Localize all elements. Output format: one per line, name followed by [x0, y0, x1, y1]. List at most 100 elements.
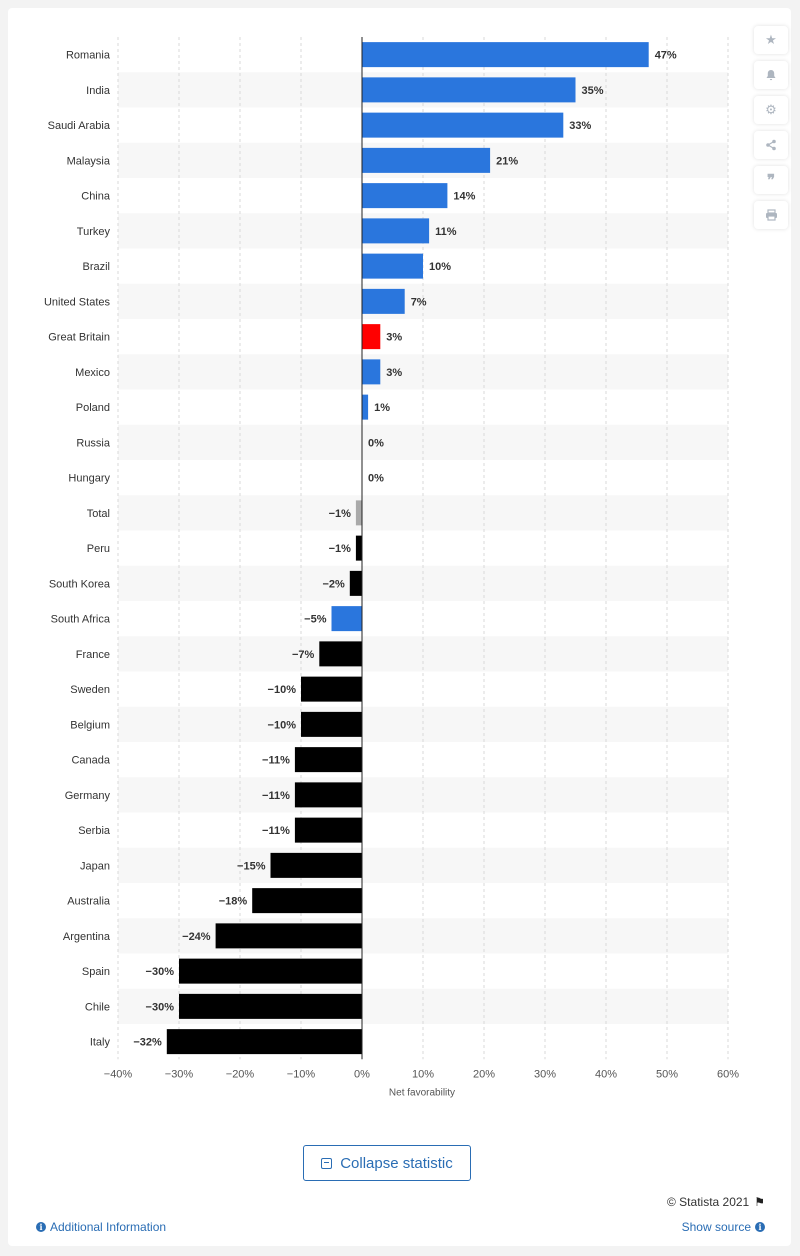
- data-label: −32%: [133, 1037, 162, 1049]
- category-label: Chile: [85, 1001, 110, 1013]
- info-icon: i: [755, 1222, 765, 1232]
- bar[interactable]: [355, 500, 362, 526]
- data-label: −10%: [268, 719, 297, 731]
- data-label: −1%: [329, 543, 352, 555]
- bar[interactable]: [179, 958, 362, 984]
- x-tick-label: 20%: [473, 1068, 495, 1080]
- category-label: South Africa: [51, 614, 111, 626]
- x-tick-label: −40%: [104, 1068, 133, 1080]
- x-axis-title: Net favorability: [389, 1087, 455, 1098]
- bar[interactable]: [362, 288, 405, 314]
- bar[interactable]: [294, 817, 362, 843]
- row-band: [118, 424, 728, 460]
- category-label: United States: [44, 296, 111, 308]
- data-label: 3%: [386, 332, 402, 344]
- category-label: Canada: [71, 755, 110, 767]
- star-icon[interactable]: ★: [754, 26, 788, 54]
- data-label: −11%: [262, 790, 290, 802]
- category-label: Italy: [90, 1037, 111, 1049]
- bar[interactable]: [362, 218, 430, 244]
- x-tick-label: 0%: [354, 1068, 370, 1080]
- bar[interactable]: [349, 570, 362, 596]
- bar[interactable]: [362, 42, 649, 68]
- data-label: −11%: [262, 825, 290, 837]
- x-tick-label: 10%: [412, 1068, 434, 1080]
- x-tick-label: 50%: [656, 1068, 678, 1080]
- copyright: © Statista 2021 ⚑: [667, 1195, 765, 1209]
- data-label: −7%: [292, 649, 315, 661]
- category-label: Spain: [82, 966, 110, 978]
- category-label: Hungary: [68, 473, 110, 485]
- data-label: 0%: [368, 437, 384, 449]
- category-label: Brazil: [82, 261, 110, 273]
- side-toolbar: ★ ⚙ ❞: [754, 26, 788, 229]
- category-label: Total: [87, 508, 110, 520]
- data-label: 33%: [569, 120, 591, 132]
- bar-chart: Romania 47% India 35% Saudi Arabia 33% Malaysi…: [44, 37, 739, 1098]
- bar[interactable]: [362, 183, 448, 209]
- x-tick-label: 60%: [717, 1068, 739, 1080]
- data-label: −11%: [262, 755, 290, 767]
- bar[interactable]: [215, 923, 362, 949]
- bar[interactable]: [319, 641, 362, 667]
- data-label: 0%: [368, 473, 384, 485]
- collapse-icon: [321, 1157, 333, 1169]
- bar[interactable]: [362, 253, 423, 279]
- bar[interactable]: [362, 359, 381, 385]
- x-tick-label: −10%: [287, 1068, 316, 1080]
- data-label: 14%: [453, 191, 475, 203]
- x-tick-label: 40%: [595, 1068, 617, 1080]
- copyright-text: © Statista 2021: [667, 1195, 750, 1209]
- data-label: 3%: [386, 367, 402, 379]
- print-icon[interactable]: [754, 201, 788, 229]
- gear-icon[interactable]: ⚙: [754, 96, 788, 124]
- bar[interactable]: [362, 77, 576, 103]
- x-tick-label: −20%: [226, 1068, 255, 1080]
- row-band: [118, 706, 728, 742]
- bar[interactable]: [301, 711, 362, 737]
- show-source-link[interactable]: Show source i: [682, 1220, 765, 1234]
- bar[interactable]: [270, 852, 363, 878]
- bar[interactable]: [166, 1029, 362, 1055]
- bar[interactable]: [331, 606, 363, 632]
- category-label: Malaysia: [67, 155, 111, 167]
- bar[interactable]: [362, 147, 491, 173]
- data-label: −24%: [182, 931, 211, 943]
- category-label: China: [81, 191, 111, 203]
- bar[interactable]: [294, 782, 362, 808]
- bar[interactable]: [362, 324, 381, 350]
- collapse-statistic-button[interactable]: Collapse statistic: [303, 1145, 471, 1181]
- bar[interactable]: [301, 676, 362, 702]
- category-label: Japan: [80, 860, 110, 872]
- share-icon[interactable]: [754, 131, 788, 159]
- category-label: Saudi Arabia: [48, 120, 111, 132]
- category-label: France: [76, 649, 110, 661]
- additional-information-link[interactable]: i Additional Information: [36, 1220, 166, 1234]
- bar[interactable]: [362, 394, 369, 420]
- bell-icon[interactable]: [754, 61, 788, 89]
- bar[interactable]: [355, 535, 362, 561]
- category-label: Russia: [76, 437, 111, 449]
- data-label: 35%: [582, 85, 604, 97]
- bar[interactable]: [179, 993, 362, 1019]
- x-tick-label: −30%: [165, 1068, 194, 1080]
- data-label: 1%: [374, 402, 390, 414]
- quote-icon[interactable]: ❞: [754, 166, 788, 194]
- data-label: −5%: [304, 614, 327, 626]
- category-label: Australia: [67, 896, 111, 908]
- category-label: Romania: [66, 50, 111, 62]
- data-label: −15%: [237, 860, 266, 872]
- row-band: [118, 636, 728, 672]
- chart-card: Romania 47% India 35% Saudi Arabia 33% Malaysi…: [8, 8, 791, 1246]
- data-label: 47%: [655, 50, 677, 62]
- bar[interactable]: [362, 112, 564, 138]
- category-label: Belgium: [70, 719, 110, 731]
- bar[interactable]: [294, 747, 362, 773]
- category-label: Argentina: [63, 931, 111, 943]
- info-icon: i: [36, 1222, 46, 1232]
- category-label: India: [86, 85, 111, 97]
- bar[interactable]: [252, 888, 362, 914]
- flag-icon[interactable]: ⚑: [754, 1195, 765, 1209]
- data-label: −1%: [329, 508, 352, 520]
- collapse-label: Collapse statistic: [340, 1154, 453, 1172]
